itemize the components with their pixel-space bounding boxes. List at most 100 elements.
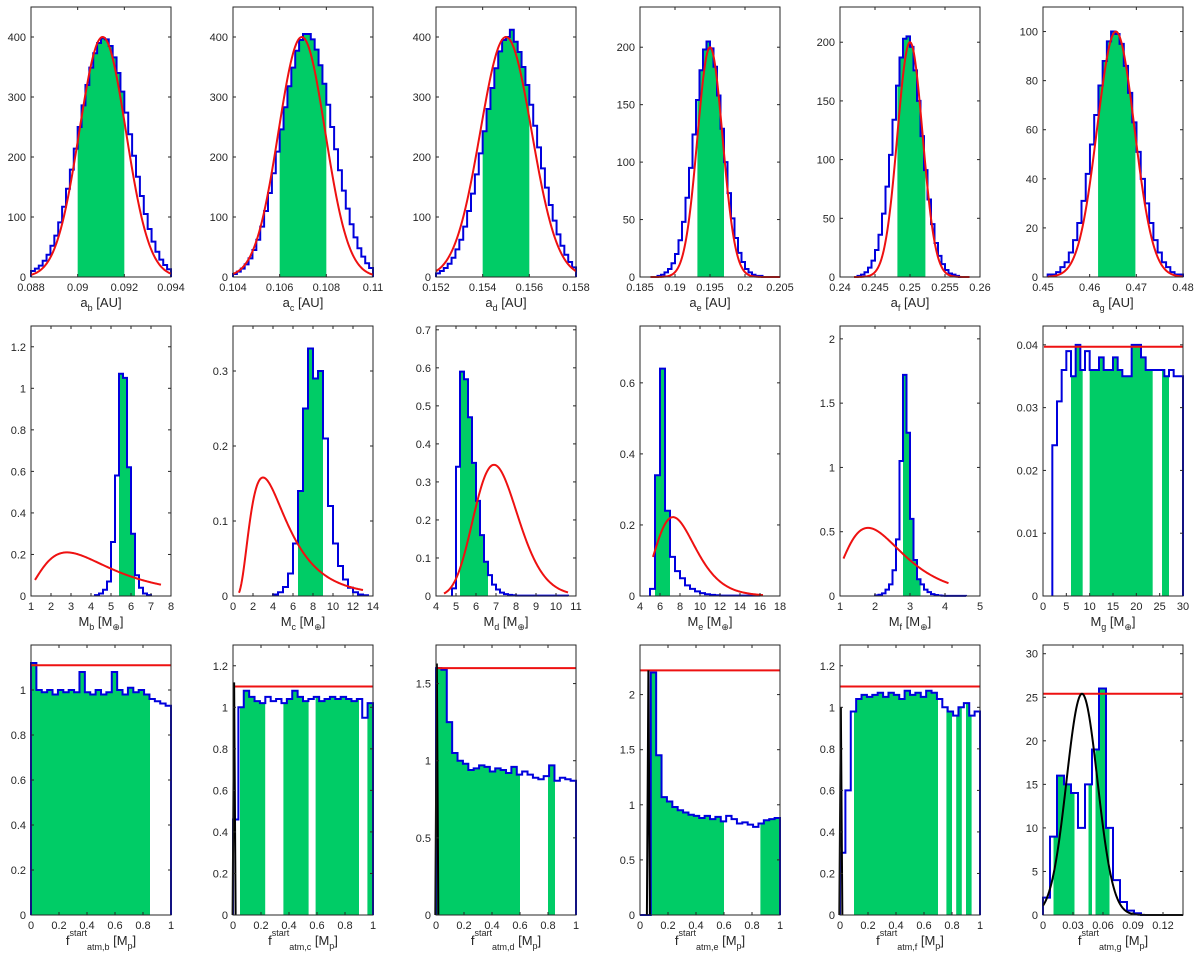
y-tick-label: 1.5 [620,745,635,757]
x-label-subscript: atm,b [87,942,110,952]
histogram-outline [232,689,374,915]
x-tick-label: 0.45 [1032,282,1053,294]
x-label-unit: [AU] [1105,295,1134,310]
credible-region-1 [240,690,266,915]
y-tick-label: 200 [210,152,228,164]
x-tick-label: 0 [1040,601,1046,613]
x-tick-label: 11 [570,601,581,613]
x-label-subscript: b [88,303,93,313]
y-tick-label: 1.2 [213,661,228,673]
x-tick-label: 10 [550,601,562,613]
x-tick-label: 0.6 [107,920,122,932]
x-tick-label: 0.2 [51,920,66,932]
prior-curve-1 [652,516,764,597]
subplot-4: 0.185 0.19 0.195 0.2 0.205 0 50 100 150 200 ae [AU… [617,6,794,313]
subplot-15: 0 0.2 0.4 0.6 0.8 1 0 0.5 1 1.5 fstartatm,d [Mp] [416,644,579,952]
subplot-8: 0 2 4 6 8 10 12 14 0 0.1 0.2 0.3 Mc [M⊕] [213,325,379,632]
subplot-18: 0 0.03 0.06 0.09 0.12 0 5 10 15 20 25 30 fstartatm,g… [1026,644,1184,952]
y-tick-label: 30 [1026,649,1038,661]
x-tick-label: 8 [310,601,316,613]
x-tick-label: 2 [250,601,256,613]
x-tick-label: 0.11 [363,282,384,294]
x-axis-label: Md [M⊕] [483,614,528,632]
credible-region-1 [1053,775,1075,915]
x-label-unit: [M [94,614,112,629]
prior-curve-1 [238,476,364,594]
x-label-subscript: f [900,622,903,632]
credible-region-2 [1089,344,1153,596]
x-tick-label: 3 [907,601,913,613]
x-tick-label: 0.09 [1122,920,1143,932]
x-tick-label: 0.4 [888,920,903,932]
x-label-symbol: M [281,614,292,629]
y-tick-label: 0 [425,910,431,922]
x-tick-label: 0.4 [484,920,499,932]
y-tick-label: 0.8 [11,730,26,742]
x-tick-label: 6 [473,601,479,613]
y-tick-label: 0.04 [1017,340,1038,352]
x-axis-label: fstartatm,g [Mp] [1078,928,1148,952]
y-tick-label: 0.1 [213,516,228,528]
y-tick-label: 150 [817,96,835,108]
x-label-unit-subscript: ⊕ [517,622,525,632]
x-label-unit: [M [917,933,935,948]
axes-frame [1042,6,1184,278]
prior-curve-1 [30,35,172,276]
x-tick-label: 0 [230,601,236,613]
x-label-unit-close: ] [334,933,338,948]
x-label-subscript: c [292,622,297,632]
y-tick-label: 200 [8,152,26,164]
y-tick-label: 0.8 [213,744,228,756]
x-axis-label: ad [AU] [485,295,526,313]
x-label-subscript: e [698,622,703,632]
x-axis-label: fstart atm,f [Mp] [876,928,944,952]
x-label-unit-subscript: p [1140,941,1145,951]
x-label-unit: [M [1106,614,1124,629]
plot-area [31,326,171,596]
y-tick-label: 300 [210,92,228,104]
subplot-13: 0 0.2 0.4 0.6 0.8 1 0 0.2 0.4 0.6 0.8 1 fstartatm,b … [11,644,174,952]
y-tick-label: 0.3 [213,366,228,378]
x-label-unit-subscript: ⊕ [1124,622,1132,632]
y-tick-label: 1.2 [11,342,26,354]
prior-curve-1 [443,463,569,595]
x-label-unit-close: ] [538,933,542,948]
x-tick-label: 6 [290,601,296,613]
x-label-symbol: f [268,933,272,948]
y-tick-label: 0.4 [620,449,635,461]
x-label-subscript: f [898,303,901,313]
x-tick-label: 0.154 [469,282,497,294]
x-tick-label: 10 [1084,601,1096,613]
credible-region-2 [283,690,309,915]
prior-curve-1 [232,36,374,276]
y-tick-label: 0 [1032,591,1038,603]
y-tick-label: 0 [629,910,635,922]
y-tick-label: 1 [829,462,835,474]
x-tick-label: 0.4 [688,920,703,932]
y-tick-label: 10 [1026,823,1038,835]
x-tick-label: 4 [433,601,439,613]
y-tick-label: 400 [210,32,228,44]
x-label-symbol: f [876,933,880,948]
y-tick-label: 0.6 [11,775,26,787]
x-axis-label: ac [AU] [283,295,324,313]
axes-frame [639,644,781,916]
y-tick-label: 0.02 [1017,465,1038,477]
x-label-unit: [M [499,614,517,629]
y-tick-label: 0.4 [11,508,26,520]
x-label-unit-subscript: p [533,941,538,951]
y-tick-label: 0.4 [11,820,26,832]
x-label-unit-subscript: p [935,941,940,951]
prior-curve-1 [1047,30,1184,278]
x-label-subscript: atm,f [897,942,918,952]
y-tick-label: 0.8 [820,744,835,756]
x-label-subscript: e [697,303,702,313]
x-tick-label: 5 [977,601,983,613]
x-label-subscript: b [89,622,94,632]
x-label-subscript: c [290,303,295,313]
x-tick-label: 0.104 [219,282,247,294]
y-tick-label: 0 [829,910,835,922]
x-label-subscript: g [1101,622,1106,632]
x-tick-label: 0.2 [253,920,268,932]
x-tick-label: 0.156 [516,282,544,294]
